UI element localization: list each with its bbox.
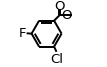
Text: F: F: [19, 27, 27, 40]
Text: Cl: Cl: [50, 53, 63, 66]
Text: O: O: [54, 0, 65, 13]
Text: O: O: [61, 9, 71, 22]
